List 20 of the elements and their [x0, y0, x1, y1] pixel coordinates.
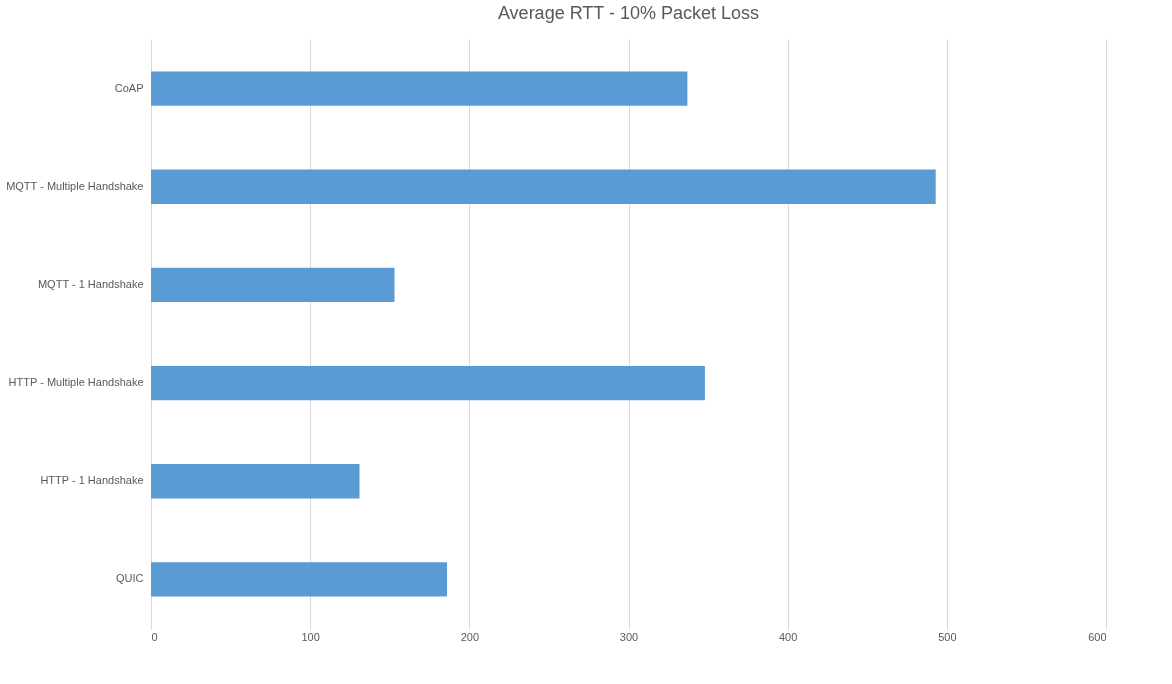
bar	[151, 562, 448, 597]
y-tick-label: CoAP	[114, 81, 144, 94]
y-tick-label: HTTP - 1 Handshake	[40, 474, 144, 487]
x-tick-label: 500	[938, 630, 957, 643]
y-tick-label: QUIC	[116, 572, 144, 585]
bar	[151, 169, 936, 204]
bar	[151, 267, 395, 303]
bar	[151, 71, 688, 106]
x-tick-label: 0	[151, 630, 158, 643]
x-tick-label: 300	[619, 630, 639, 643]
x-tick-label: 400	[778, 630, 798, 643]
chart-title: Average RTT - 10% Packet Loss	[497, 3, 760, 23]
bar	[151, 464, 360, 499]
x-tick-label: 100	[301, 630, 320, 643]
y-tick-label: MQTT - 1 Handshake	[37, 277, 144, 290]
y-tick-label: HTTP - Multiple Handshake	[8, 376, 144, 389]
x-tick-label: 600	[1088, 630, 1107, 643]
bar	[151, 365, 705, 401]
x-tick-label: 200	[460, 630, 480, 643]
y-tick-label: MQTT - Multiple Handshake	[6, 179, 144, 192]
